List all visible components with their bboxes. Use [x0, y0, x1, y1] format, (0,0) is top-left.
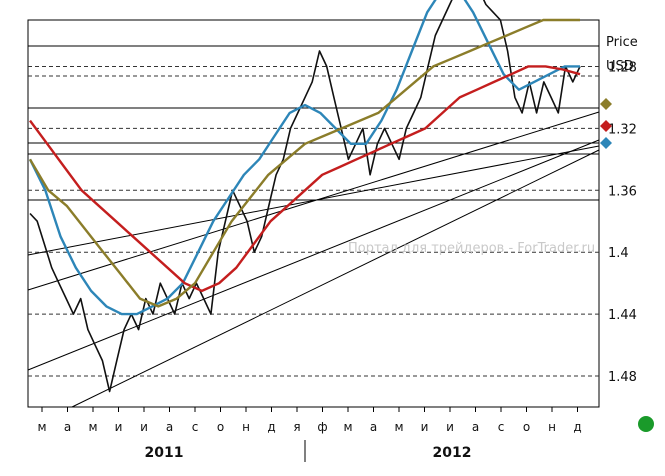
series-line	[29, 65, 581, 293]
month-label: о	[217, 420, 224, 434]
month-label: с	[498, 420, 505, 434]
y-tick-label: 1.32	[608, 122, 637, 137]
series-line	[29, 0, 581, 393]
month-label: ф	[317, 420, 327, 434]
month-label: м	[88, 420, 97, 434]
year-label: 2012	[433, 445, 472, 461]
trend-lines	[27, 111, 600, 408]
y-tick-labels: 1.28 1.32 1.36 1.4 1.44 1.48	[608, 60, 637, 385]
month-label: и	[446, 420, 454, 434]
axis-title-line1: Price	[606, 35, 638, 50]
y-tick-label: 1.4	[608, 246, 629, 261]
trend-line	[27, 145, 600, 256]
month-label: и	[421, 420, 429, 434]
month-label: м	[37, 420, 46, 434]
plot-area	[27, 19, 600, 408]
month-label: с	[192, 420, 199, 434]
month-label: а	[64, 420, 71, 434]
watermark: Портал для трейдеров - ForTrader.ru	[348, 241, 595, 256]
month-label: а	[166, 420, 173, 434]
month-label: д	[573, 420, 581, 434]
y-tick-label: 1.36	[608, 184, 637, 199]
y-tick-label: 1.28	[608, 60, 637, 75]
month-label: я	[293, 420, 300, 434]
month-label: и	[140, 420, 148, 434]
trend-line	[71, 149, 600, 408]
axis-title-line2: USD	[606, 59, 634, 74]
month-label: н	[242, 420, 250, 434]
month-label: о	[523, 420, 530, 434]
series-lines	[28, 0, 581, 393]
month-label: м	[343, 420, 352, 434]
month-label: н	[548, 420, 556, 434]
price-markers	[600, 98, 612, 149]
y-tick-label: 1.44	[608, 308, 637, 323]
year-label: 2011	[145, 445, 184, 461]
month-label: д	[267, 420, 275, 434]
month-label: и	[115, 420, 123, 434]
price-marker	[600, 137, 612, 149]
x-axis: м а м и и а с о н д я ф м а м и и а с о н д 2011 2012	[37, 407, 582, 462]
price-marker	[600, 98, 612, 110]
price-marker	[600, 120, 612, 132]
series-line	[28, 18, 580, 308]
month-label: м	[394, 420, 403, 434]
month-label: а	[370, 420, 377, 434]
status-indicator	[638, 416, 654, 432]
y-tick-label: 1.48	[608, 370, 637, 385]
month-label: а	[472, 420, 479, 434]
chart-frame	[27, 19, 600, 408]
